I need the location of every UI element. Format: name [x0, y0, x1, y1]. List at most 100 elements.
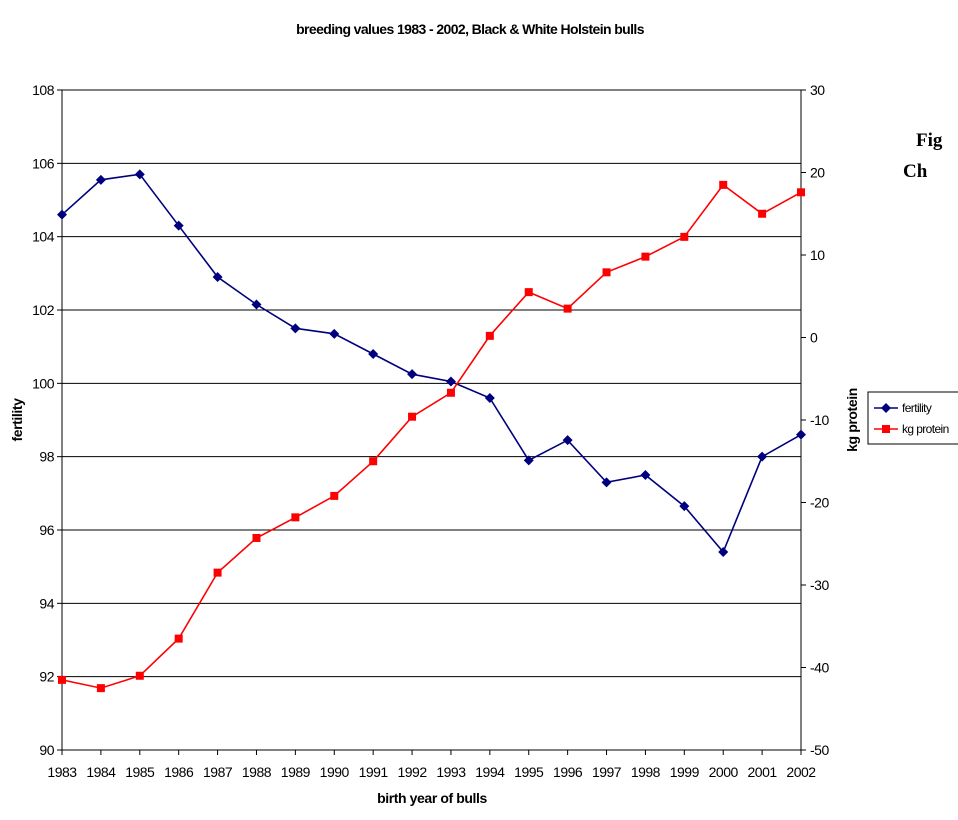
data-point-fertility	[445, 376, 456, 387]
data-point-fertility	[679, 501, 690, 512]
x-tick-label: 1983	[47, 764, 77, 780]
x-tick-label: 1990	[320, 764, 350, 780]
legend-items: fertility kg protein	[874, 401, 949, 436]
data-point-fertility	[251, 299, 262, 310]
data-point-fertility	[57, 209, 67, 220]
plot-frame	[61, 89, 802, 751]
legend: fertility kg protein	[867, 391, 958, 445]
data-point-fertility	[95, 174, 106, 185]
right-tick-label: -30	[810, 577, 829, 593]
data-point-kg-protein	[96, 684, 105, 693]
x-tick-label: 1997	[592, 764, 622, 780]
x-tick-label: 1989	[281, 764, 311, 780]
data-point-kg-protein	[719, 180, 728, 189]
right-tick-label: 0	[810, 330, 818, 346]
left-tick-label: 98	[39, 449, 54, 465]
data-point-kg-protein	[524, 288, 533, 297]
data-point-kg-protein	[291, 513, 300, 522]
data-point-kg-protein	[135, 671, 144, 680]
right-tick-label: -40	[810, 660, 829, 676]
left-tick-label: 96	[39, 522, 54, 538]
data-point-kg-protein	[797, 188, 805, 197]
series-markers	[57, 169, 806, 693]
data-point-fertility	[329, 328, 340, 339]
data-point-fertility	[173, 220, 184, 231]
x-tick-label: 1988	[242, 764, 272, 780]
y2-axis-label: kg protein	[844, 388, 860, 452]
data-point-fertility	[134, 169, 145, 180]
legend-label-1: kg protein	[902, 422, 949, 436]
right-tick-label: 20	[810, 165, 825, 181]
left-tick-label: 104	[32, 229, 55, 245]
left-tick-label: 94	[39, 595, 54, 611]
data-point-fertility	[718, 547, 729, 557]
side-text-line-2: Ch	[903, 161, 928, 182]
data-point-fertility	[407, 369, 418, 380]
gridlines	[62, 89, 801, 751]
data-point-kg-protein	[641, 252, 650, 261]
data-point-fertility	[523, 455, 534, 466]
x-tick-label: 1992	[397, 764, 427, 780]
data-point-kg-protein	[408, 412, 417, 421]
right-tick-label: -10	[810, 412, 829, 428]
y-axis-label: fertility	[9, 398, 25, 442]
data-point-kg-protein	[485, 331, 494, 340]
data-point-fertility	[368, 349, 379, 359]
x-axis-label: birth year of bulls	[377, 790, 487, 806]
x-tick-label: 1984	[86, 764, 116, 780]
data-point-fertility	[796, 429, 806, 440]
left-tick-label: 90	[39, 742, 54, 758]
x-tick-label: 1998	[631, 764, 661, 780]
data-point-kg-protein	[213, 568, 222, 577]
left-tick-label: 106	[32, 155, 55, 171]
left-tick-label: 102	[32, 302, 55, 318]
right-axis-ticks: -50 -40 -30 -20 -10 0 10 20 30	[801, 82, 830, 758]
data-point-fertility	[212, 272, 223, 282]
legend-marker-1	[882, 425, 890, 433]
legend-box	[867, 391, 958, 445]
x-tick-label: 1985	[125, 764, 155, 780]
x-tick-label: 2000	[709, 764, 739, 780]
x-tick-label: 2002	[786, 764, 816, 780]
data-point-fertility	[290, 323, 301, 334]
x-tick-label: 1994	[475, 764, 505, 780]
x-tick-label: 1995	[514, 764, 544, 780]
data-point-kg-protein	[446, 388, 455, 397]
data-point-kg-protein	[330, 491, 339, 500]
series-line-0	[61, 173, 802, 554]
x-tick-label: 1996	[553, 764, 583, 780]
x-tick-label: 1999	[670, 764, 700, 780]
data-point-kg-protein	[174, 634, 183, 643]
data-point-kg-protein	[252, 533, 261, 542]
series-lines	[61, 173, 802, 689]
data-point-kg-protein	[602, 268, 611, 277]
data-point-kg-protein	[58, 675, 66, 684]
data-point-kg-protein	[563, 304, 572, 313]
data-point-kg-protein	[369, 457, 378, 466]
data-point-fertility	[640, 470, 651, 480]
x-tick-label: 2001	[748, 764, 778, 780]
x-axis-ticks: 1983 1984 1985 1986 1987 1988 1989 1990 1991 1992…	[47, 750, 817, 780]
x-tick-label: 1986	[164, 764, 194, 780]
data-point-fertility	[484, 393, 495, 403]
left-tick-label: 108	[32, 82, 55, 98]
legend-label-0: fertility	[902, 401, 932, 415]
left-axis-ticks: 90 92 94 96 98 100 102 104 106 108	[32, 82, 62, 758]
data-point-kg-protein	[758, 209, 767, 218]
left-tick-label: 100	[32, 375, 55, 391]
right-tick-label: -50	[810, 742, 829, 758]
x-tick-label: 1987	[203, 764, 233, 780]
left-tick-label: 92	[39, 669, 54, 685]
data-point-fertility	[562, 435, 573, 446]
series-line-1	[61, 183, 802, 689]
x-tick-label: 1993	[436, 764, 466, 780]
legend-marker-0	[881, 403, 891, 413]
right-tick-label: 30	[810, 82, 825, 98]
data-point-kg-protein	[680, 232, 689, 241]
data-point-fertility	[601, 477, 612, 488]
side-text-line-1: Fig	[916, 130, 943, 151]
right-tick-label: 10	[810, 247, 825, 263]
right-tick-label: -20	[810, 495, 829, 511]
chart-title: breeding values 1983 - 2002, Black & Whi…	[296, 21, 645, 37]
